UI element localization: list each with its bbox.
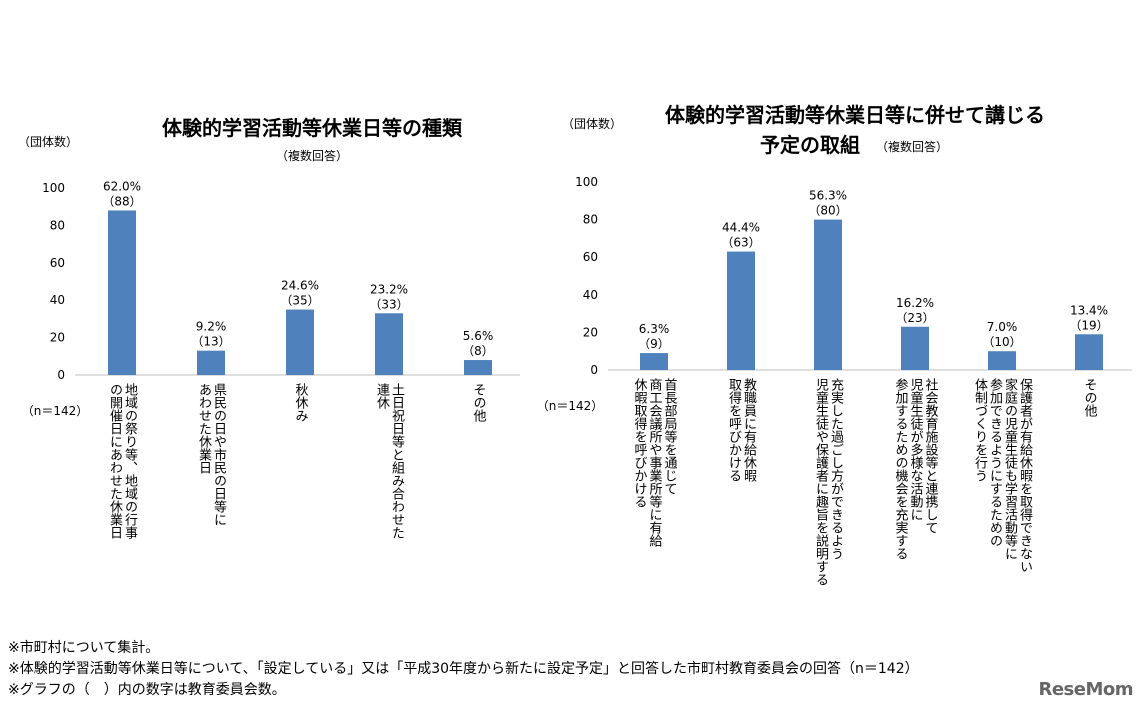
resemom-logo: ReseMom [1038, 679, 1133, 700]
left-percent-label: 62.0% [103, 179, 141, 193]
left-y-tick-label: 60 [50, 256, 65, 270]
right-category-label: 首長部局等を通じて [662, 378, 678, 495]
right-y-tick-label: 40 [583, 288, 598, 302]
left-percent-label: 5.6% [463, 329, 494, 343]
left-y-tick-label: 20 [50, 331, 65, 345]
right-bar [640, 353, 668, 370]
left-bar [197, 350, 225, 375]
left-category-label: あわせた休業日 [196, 383, 212, 474]
left-bar [375, 313, 403, 375]
left-y-tick-label: 100 [42, 181, 65, 195]
right-bar [988, 351, 1016, 370]
left-category-label: 県民の日や市民の日等に [211, 383, 227, 526]
right-chart-subtitle: （複数回答） [876, 139, 948, 154]
right-category-label: 参加できるようにするための [987, 377, 1003, 547]
charts-canvas: 体験的学習活動等休業日等の種類 （複数回答） （団体数） （n＝142） 0 20… [18, 103, 1132, 586]
left-category-label: その他 [471, 383, 487, 423]
right-count-label: （19） [1069, 318, 1108, 332]
right-percent-label: 16.2% [896, 296, 934, 310]
right-category-label: 取得を呼びかける [726, 378, 742, 482]
right-bar [727, 251, 755, 370]
left-chart-subtitle: （複数回答） [276, 148, 348, 163]
footnote-2: ※体験的学習活動等休業日等について、「設定している」又は「平成30年度から新たに… [8, 661, 919, 677]
right-category-label: 充実した過ごし方ができるよう [828, 377, 844, 560]
right-category-label: 教職員に有給休暇 [741, 377, 757, 482]
right-count-label: （63） [721, 236, 760, 250]
footnote-3: ※グラフの（ ）内の数字は教育委員会数。 [8, 682, 286, 698]
footnotes: ※市町村について集計。 ※体験的学習活動等休業日等について、「設定している」又は… [8, 638, 919, 701]
left-bar-chart: 0 20 40 60 80 100 62.0%（88） 地域の祭り等、地域の行事の開催日にあわ… [42, 179, 520, 539]
right-category-label: その他 [1082, 378, 1098, 418]
right-category-label: 体制づくりを行う [972, 378, 988, 482]
right-category-label: 商工会議所や事業所等に有給 [647, 378, 663, 547]
right-percent-label: 44.4% [722, 221, 760, 235]
left-category-label: の開催日にあわせた休業日 [107, 383, 123, 539]
right-category-label: 児童生徒や保護者に趣旨を説明する [813, 378, 829, 586]
left-y-tick-label: 80 [50, 218, 65, 232]
right-y-tick-label: 80 [583, 213, 598, 227]
right-category-label: 参加するための機会を充実する [893, 377, 909, 560]
left-bar [464, 360, 492, 375]
footnote-1: ※市町村について集計。 [8, 640, 160, 656]
left-bar [108, 210, 136, 375]
left-chart-title: 体験的学習活動等休業日等の種類 [162, 116, 463, 140]
right-category-label: 休暇取得を呼びかける [632, 378, 648, 508]
right-chart-y-unit: （団体数） [562, 116, 622, 131]
right-category-label: 保護者が有給休暇を取得できない [1017, 378, 1033, 573]
right-y-tick-label: 100 [575, 175, 598, 189]
right-bar [814, 219, 842, 370]
right-bar [1075, 334, 1103, 370]
left-chart-n-label: （n＝142） [22, 404, 89, 418]
left-chart-y-unit: （団体数） [18, 134, 78, 149]
left-y-tick-label: 0 [57, 368, 65, 382]
left-percent-label: 23.2% [370, 282, 408, 296]
left-count-label: （33） [369, 297, 408, 311]
right-category-label: 家庭の児童生徒も学習活動等に [1002, 377, 1018, 560]
right-y-tick-label: 20 [583, 325, 598, 339]
right-chart-n-label: （n＝142） [537, 399, 604, 413]
right-count-label: （80） [808, 204, 847, 218]
left-percent-label: 9.2% [196, 320, 227, 334]
right-category-label: 児童生徒が多様な活動に [908, 378, 924, 521]
left-count-label: （35） [280, 294, 319, 308]
left-category-label: 地域の祭り等、地域の行事 [122, 383, 138, 539]
right-bar [901, 326, 929, 370]
left-count-label: （88） [102, 194, 141, 208]
right-percent-label: 13.4% [1070, 303, 1108, 317]
right-count-label: （23） [895, 311, 934, 325]
right-percent-label: 56.3% [809, 189, 847, 203]
right-percent-label: 6.3% [639, 322, 670, 336]
left-category-label: 秋休み [293, 383, 309, 422]
right-category-label: 社会教育施設等と連携して [923, 377, 939, 534]
right-chart-title: 体験的学習活動等休業日等に併せて講じる [665, 103, 1045, 127]
right-count-label: （10） [982, 335, 1021, 349]
left-category-label: 土日祝日等と組み合わせた [389, 383, 405, 539]
left-bar [286, 309, 314, 375]
right-percent-label: 7.0% [987, 320, 1018, 334]
right-y-tick-label: 60 [583, 250, 598, 264]
right-bar-chart: 0 20 40 60 80 100 6.3%（9） 首長部局等を通じて商工会議所や事業所等に有… [575, 175, 1132, 586]
left-count-label: （13） [191, 335, 230, 349]
left-count-label: （8） [462, 344, 494, 358]
right-count-label: （9） [638, 337, 670, 351]
right-y-tick-label: 0 [590, 363, 598, 377]
left-percent-label: 24.6% [281, 279, 319, 293]
right-chart-title-line2: 予定の取組 [760, 133, 860, 157]
left-category-label: 連休 [374, 383, 390, 409]
left-y-tick-label: 40 [50, 293, 65, 307]
